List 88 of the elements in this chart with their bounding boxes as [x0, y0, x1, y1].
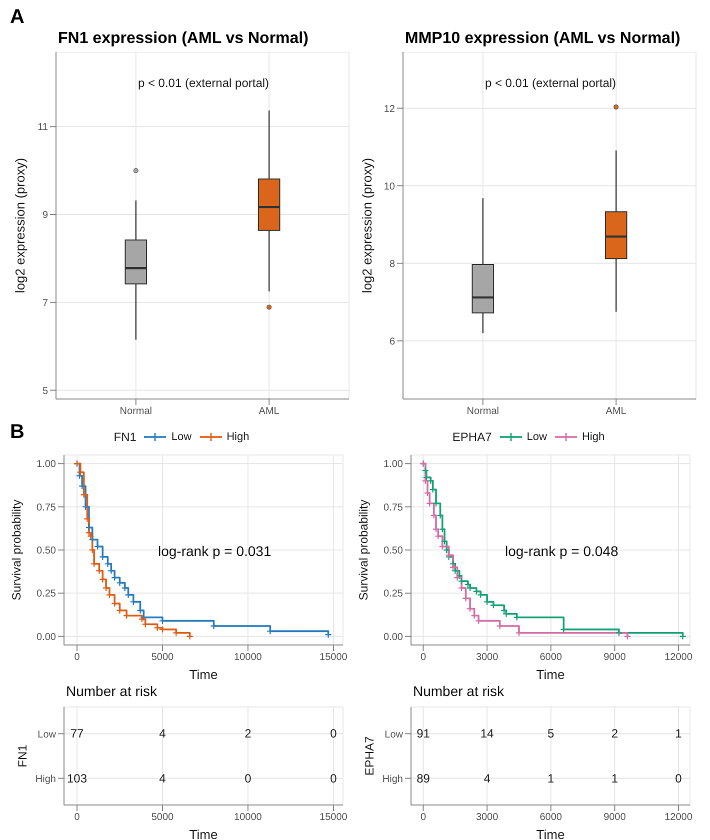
y-axis-title: EPHA7: [362, 736, 376, 776]
x-tick-label: 6000: [540, 812, 562, 824]
data-label: 4: [159, 726, 166, 741]
y-axis-title: log2 expression (proxy): [12, 158, 28, 294]
x-axis-title: Time: [189, 667, 218, 682]
y-tick-label: 0.25: [36, 588, 56, 600]
x-axis-title: Time: [189, 827, 218, 840]
y-tick-label: 1.00: [384, 459, 404, 470]
x-tick-label: 12000: [664, 812, 693, 824]
y-tick-label: 11: [38, 122, 48, 134]
x-tick-label: Normal: [120, 406, 152, 418]
chart-title: Number at risk: [413, 683, 504, 699]
x-tick-label: AML: [258, 406, 280, 418]
x-tick-label: 5000: [151, 812, 174, 824]
y-tick-label: 0.75: [36, 502, 56, 514]
y-axis-title: Survival probability: [356, 500, 370, 600]
x-tick-label: Normal: [466, 406, 500, 418]
data-label: 103: [66, 771, 88, 786]
y-tick-label: 0.50: [384, 546, 404, 557]
data-label: 5: [548, 726, 555, 741]
data-label: 77: [70, 726, 84, 741]
chart-title: Number at risk: [66, 683, 158, 699]
y-tick-label: 0.50: [36, 546, 56, 557]
y-tick-label: 0.00: [36, 632, 56, 643]
data-label: 0: [675, 771, 682, 786]
chart-title: MMP10 expression (AML vs Normal): [404, 29, 682, 49]
x-tick-label: 3000: [476, 812, 499, 824]
y-tick-label: 9: [42, 210, 48, 222]
data-label: 0: [330, 771, 338, 786]
y-tick-label: 1.00: [36, 459, 56, 470]
text: B: [10, 421, 24, 444]
y-axis-title: log2 expression (proxy): [360, 158, 375, 294]
chart-title: FN1 expression (AML vs Normal): [58, 30, 308, 47]
text: A: [10, 6, 24, 29]
y-tick-label: Low: [384, 729, 404, 740]
legend-title: EPHA7: [452, 430, 492, 444]
data-label: 1: [548, 771, 555, 786]
x-tick-label: 0: [420, 812, 426, 824]
data-label: 89: [416, 771, 430, 786]
legend-label: High: [226, 431, 250, 443]
y-axis-title: Survival probability: [9, 500, 24, 600]
data-label: 2: [611, 726, 618, 741]
legend-title: FN1: [114, 430, 136, 444]
x-tick-label: 9000: [604, 652, 626, 664]
data-label: 4: [159, 771, 166, 786]
y-tick-label: 6: [389, 336, 396, 348]
y-tick-label: 8: [389, 258, 396, 270]
data-label: 1: [611, 771, 618, 786]
x-tick-label: 10000: [234, 652, 262, 664]
x-tick-label: 0: [74, 812, 80, 824]
y-tick-label: High: [35, 774, 56, 785]
y-axis-title: FN1: [15, 744, 30, 768]
y-tick-label: 5: [42, 386, 48, 397]
legend-label: High: [582, 431, 605, 443]
data-label: 4: [484, 771, 491, 786]
y-tick-label: 12: [384, 104, 396, 115]
y-tick-label: 0.00: [384, 632, 404, 643]
x-tick-label: 15000: [320, 652, 348, 664]
legend-label: Low: [526, 431, 547, 443]
legend-label: Low: [171, 431, 192, 443]
x-axis-title: Time: [536, 667, 565, 682]
y-tick-label: 7: [42, 298, 48, 309]
annotation: log-rank p = 0.048: [505, 543, 618, 559]
data-label: 0: [244, 771, 252, 786]
y-tick-label: 10: [384, 181, 396, 192]
x-tick-label: AML: [606, 406, 627, 418]
annotation: p < 0.01 (external portal): [484, 76, 618, 90]
y-tick-label: High: [382, 774, 403, 785]
x-axis-title: Time: [536, 827, 565, 840]
y-tick-label: 0.75: [384, 502, 404, 514]
data-label: 1: [675, 726, 682, 741]
x-tick-label: 3000: [476, 652, 499, 664]
data-label: 2: [244, 726, 252, 741]
y-tick-label: 0.25: [384, 588, 404, 600]
y-tick-label: Low: [38, 729, 57, 740]
data-label: 0: [330, 726, 338, 741]
x-tick-label: 0: [74, 652, 80, 664]
x-tick-label: 0: [420, 652, 426, 664]
x-tick-label: 15000: [320, 812, 348, 824]
x-tick-label: 12000: [664, 652, 693, 664]
data-label: 14: [480, 726, 494, 741]
x-tick-label: 5000: [151, 652, 174, 664]
annotation: p < 0.01 (external portal): [136, 76, 270, 90]
x-tick-label: 6000: [540, 652, 562, 664]
data-label: 91: [416, 726, 430, 741]
annotation: log-rank p = 0.031: [158, 543, 272, 559]
x-tick-label: 10000: [234, 812, 262, 824]
x-tick-label: 9000: [604, 812, 626, 824]
